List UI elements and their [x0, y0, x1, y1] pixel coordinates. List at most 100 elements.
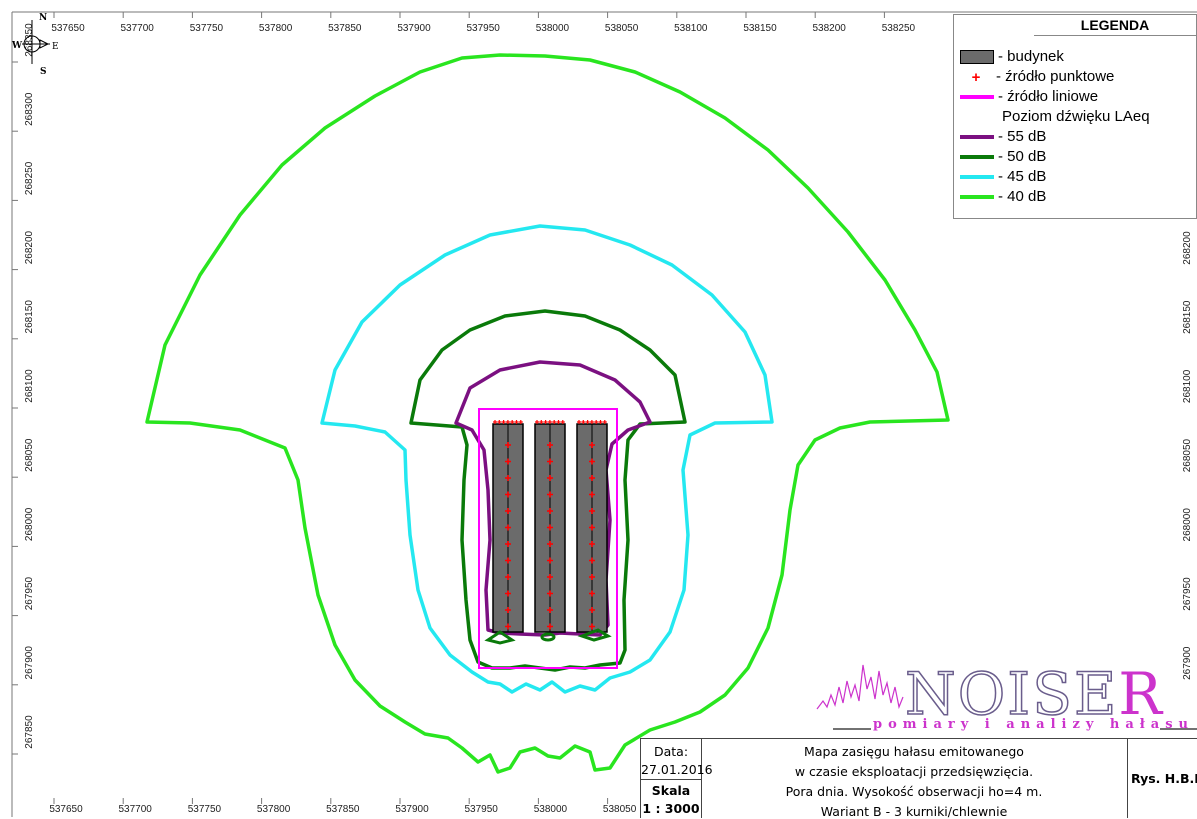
contour-45db — [320, 224, 774, 694]
building-swatch-icon — [960, 50, 994, 65]
x-tick-label-top: 537850 — [328, 23, 362, 34]
contour-50db-detail — [484, 630, 516, 645]
point-source-marker — [589, 590, 595, 597]
compass-n: N — [39, 13, 47, 23]
x-tick-label-top: 537900 — [397, 23, 431, 34]
point-source-marker — [505, 541, 511, 547]
y-tick-label-left: 268200 — [24, 230, 35, 264]
point-source-marker — [589, 491, 595, 498]
y-tick-label-left: 268050 — [24, 438, 35, 472]
line-swatch-icon — [960, 195, 994, 200]
contour-40db — [145, 53, 950, 774]
figure-number: Rys. H.B.D — [1131, 771, 1197, 786]
x-tick-label-top: 537750 — [190, 23, 224, 34]
point-source-marker — [518, 420, 523, 424]
point-source-marker — [547, 524, 553, 531]
x-tick-label-top: 538000 — [536, 23, 570, 34]
contour-50db-detail — [577, 628, 612, 642]
point-source-marker — [594, 420, 599, 424]
point-source-marker — [547, 458, 553, 465]
y-tick-label-left: 267950 — [24, 576, 35, 610]
date-value: 27.01.2016 — [641, 762, 713, 777]
point-source-marker — [560, 420, 565, 424]
point-source-marker — [547, 590, 553, 597]
logo-tagline: pomiary i analizy hałasu — [873, 717, 1194, 732]
y-tick-label-left: 267850 — [24, 715, 35, 749]
y-tick-label-right: 267950 — [1182, 577, 1193, 611]
line-swatch-icon — [960, 135, 994, 140]
x-tick-label-top: 538150 — [743, 23, 777, 34]
point-source-marker — [598, 420, 603, 424]
point-source-marker — [505, 475, 511, 481]
point-source-marker — [505, 574, 511, 580]
point-source-marker — [547, 475, 553, 481]
point-source-marker — [581, 420, 586, 424]
line-swatch-icon — [960, 155, 994, 160]
point-source-marker — [514, 420, 519, 424]
y-tick-label-left: 268000 — [24, 507, 35, 541]
x-tick-label-top: 537700 — [121, 23, 155, 34]
description-line-3: Pora dnia. Wysokość obserwacji ho=4 m. — [785, 784, 1043, 799]
legend-panel: LEGENDA - budynek + - źródło punktowe - ź… — [953, 14, 1197, 219]
x-tick-label-bottom: 537950 — [465, 804, 499, 815]
point-source-marker — [547, 607, 553, 613]
legend-item-50db: - 50 dB — [960, 148, 1046, 165]
point-source-marker — [539, 420, 544, 424]
contour-50db — [409, 309, 687, 672]
legend-item-building: - budynek — [960, 48, 1064, 65]
line-swatch-icon — [960, 175, 994, 180]
legend-item-55db: - 55 dB — [960, 128, 1046, 145]
legend-item-45db: - 45 dB — [960, 168, 1046, 185]
axis-ticks: 537650 537700 537750 537800 537850 537900 5379… — [12, 12, 1193, 815]
point-source-marker — [547, 442, 553, 448]
point-sources — [493, 420, 607, 630]
x-tick-label-bottom: 537800 — [257, 804, 291, 815]
point-source-marker — [505, 442, 511, 448]
point-source-marker — [505, 524, 511, 531]
point-source-marker — [505, 458, 511, 465]
legend-item-line-source: - źródło liniowe — [960, 88, 1098, 105]
compass-e: E — [52, 42, 59, 52]
y-tick-label-left: 267900 — [24, 646, 35, 680]
point-source-marker — [493, 420, 497, 424]
x-tick-label-top: 537950 — [467, 23, 501, 34]
y-tick-label-left: 268100 — [24, 369, 35, 403]
x-tick-label-top: 538250 — [882, 23, 916, 34]
scale-value: 1 : 3000 — [642, 801, 700, 816]
line-source-outline — [478, 408, 618, 669]
x-tick-label-bottom: 537750 — [188, 804, 222, 815]
point-source-marker — [577, 420, 581, 424]
y-tick-label-left: 268300 — [24, 92, 35, 126]
point-source-marker — [505, 607, 511, 613]
point-source-marker — [589, 574, 595, 580]
point-source-marker — [510, 420, 515, 424]
y-tick-label-right: 268000 — [1182, 508, 1193, 542]
point-source-marker — [589, 475, 595, 481]
point-source-marker — [505, 420, 510, 424]
point-source-marker — [589, 420, 594, 424]
x-tick-label-bottom: 537650 — [49, 804, 83, 815]
point-source-marker — [552, 420, 557, 424]
point-source-marker — [547, 420, 552, 424]
contour-50db-detail — [540, 632, 556, 642]
x-tick-label-bottom: 538050 — [603, 804, 637, 815]
point-source-marker — [589, 458, 595, 465]
point-source-marker — [535, 420, 539, 424]
point-source-marker — [505, 623, 511, 630]
y-tick-label-right: 268100 — [1182, 369, 1193, 403]
point-source-marker — [589, 508, 595, 514]
x-tick-label-top: 537800 — [259, 23, 293, 34]
legend-title: LEGENDA — [1034, 15, 1196, 36]
line-swatch-icon — [960, 95, 994, 100]
title-block: Data: 27.01.2016 Skala 1 : 3000 Mapa zas… — [640, 738, 1197, 819]
point-source-marker — [589, 607, 595, 613]
point-source-marker — [547, 574, 553, 580]
point-source-marker — [505, 590, 511, 597]
point-source-marker — [589, 524, 595, 531]
point-source-marker — [547, 508, 553, 514]
x-tick-label-bottom: 537850 — [326, 804, 360, 815]
point-source-marker — [589, 557, 595, 564]
x-tick-label-bottom: 538000 — [534, 804, 568, 815]
point-source-marker — [602, 420, 607, 424]
